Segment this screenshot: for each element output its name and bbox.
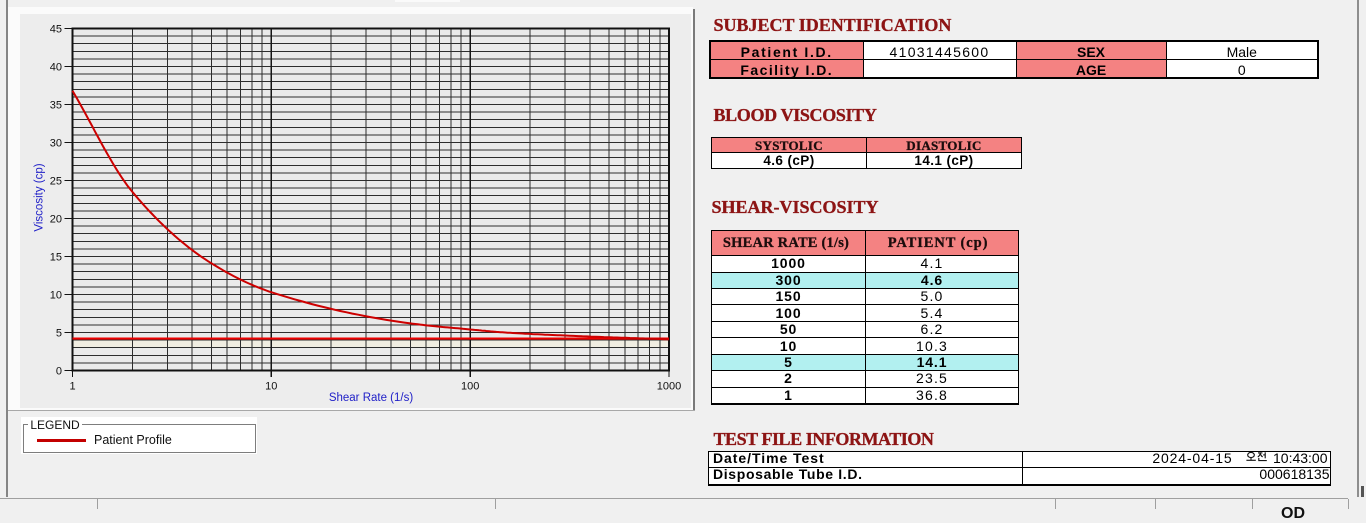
svg-text:45: 45 bbox=[50, 24, 62, 36]
svg-text:100: 100 bbox=[461, 381, 479, 393]
svg-text:15: 15 bbox=[50, 252, 62, 264]
svg-text:1000: 1000 bbox=[657, 381, 681, 393]
svg-text:35: 35 bbox=[50, 100, 62, 112]
svg-text:10: 10 bbox=[265, 381, 277, 393]
svg-text:10: 10 bbox=[50, 290, 62, 302]
svg-text:30: 30 bbox=[50, 138, 62, 150]
svg-text:5: 5 bbox=[56, 328, 62, 340]
svg-text:0: 0 bbox=[56, 366, 62, 378]
svg-text:40: 40 bbox=[50, 62, 62, 74]
svg-text:1: 1 bbox=[69, 381, 75, 393]
svg-text:20: 20 bbox=[50, 214, 62, 226]
svg-text:25: 25 bbox=[50, 176, 62, 188]
